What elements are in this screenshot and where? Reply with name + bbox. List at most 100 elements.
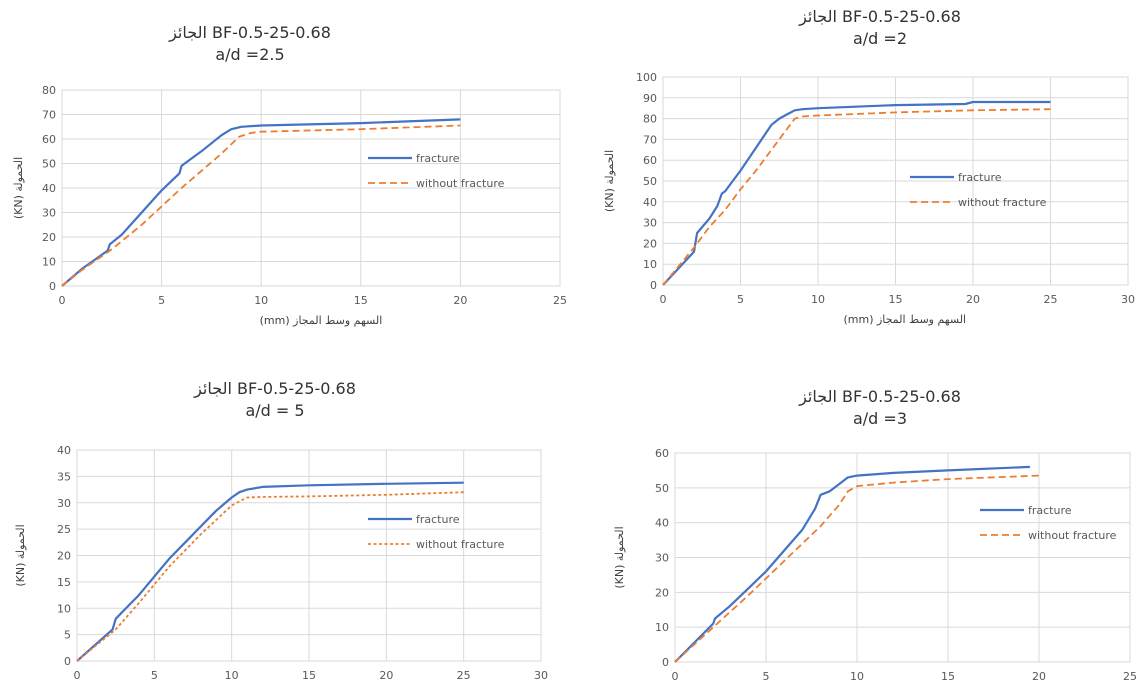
y-axis-label: الحمولة (KN) [12, 157, 25, 219]
y-tick-label: 60 [655, 447, 669, 460]
y-tick-label: 20 [655, 586, 669, 599]
chart-title-line: الجائز BF-0.5-25-0.68 [194, 379, 356, 398]
x-tick-label: 20 [966, 293, 980, 306]
x-tick-label: 5 [737, 293, 744, 306]
y-tick-label: 0 [64, 655, 71, 668]
x-tick-label: 0 [74, 669, 81, 682]
x-tick-label: 20 [1032, 670, 1046, 683]
series-line-fracture [76, 481, 464, 662]
y-tick-label: 60 [42, 133, 56, 146]
legend-label: fracture [958, 171, 1002, 184]
x-axis-label: السهم وسط المجاز (mm) [260, 314, 383, 327]
y-tick-label: 30 [655, 552, 669, 565]
x-tick-label: 10 [254, 294, 268, 307]
x-tick-label: 15 [889, 293, 903, 306]
y-tick-label: 10 [57, 602, 71, 615]
y-tick-label: 80 [643, 113, 657, 126]
y-axis-label: الحمولة (KN) [14, 524, 27, 586]
x-tick-label: 5 [158, 294, 165, 307]
y-axis-label: الحمولة (KN) [613, 526, 626, 588]
x-tick-label: 10 [850, 670, 864, 683]
x-tick-label: 15 [302, 669, 316, 682]
y-tick-label: 40 [57, 444, 71, 457]
chart-title-line: الجائز BF-0.5-25-0.68 [169, 23, 331, 42]
legend-label: without fracture [1028, 529, 1117, 542]
chart-title-ad-2: الجائز BF-0.5-25-0.68 a/d =2 [690, 6, 1070, 50]
y-tick-label: 50 [655, 482, 669, 495]
x-tick-label: 5 [151, 669, 158, 682]
y-tick-label: 70 [643, 133, 657, 146]
x-tick-label: 30 [534, 669, 548, 682]
series-line-fracture [674, 465, 1030, 663]
chart-title-ad-5: الجائز BF-0.5-25-0.68 a/d = 5 [85, 378, 465, 422]
series-line-without-fracture [674, 474, 1040, 663]
legend-label: fracture [1028, 504, 1072, 517]
y-tick-label: 20 [42, 231, 56, 244]
x-tick-label: 5 [763, 670, 770, 683]
y-tick-label: 40 [643, 196, 657, 209]
series-line-fracture [662, 100, 1051, 286]
x-tick-label: 25 [457, 669, 471, 682]
y-tick-label: 25 [57, 523, 71, 536]
y-tick-label: 20 [643, 237, 657, 250]
y-tick-label: 20 [57, 550, 71, 563]
legend-label: fracture [416, 152, 460, 165]
chart-ad-2.5: 0 10 20 30 40 50 60 70 80 0 5 10 15 20 25 السهم وسط الم… [12, 84, 567, 327]
x-tick-label: 20 [379, 669, 393, 682]
chart-subtitle-line: a/d = 5 [245, 401, 305, 420]
series-line-without-fracture [662, 108, 1051, 286]
chart-title-ad-2.5: الجائز BF-0.5-25-0.68 a/d =2.5 [60, 22, 440, 66]
y-tick-label: 40 [655, 517, 669, 530]
x-tick-label: 25 [553, 294, 567, 307]
y-tick-label: 10 [42, 256, 56, 269]
x-tick-label: 0 [660, 293, 667, 306]
y-tick-label: 40 [42, 182, 56, 195]
y-tick-label: 10 [643, 258, 657, 271]
chart-ad-2: 0 10 20 30 40 50 60 70 80 90 100 0 5 10 15 20 25 30 السهم … [603, 71, 1135, 326]
y-tick-label: 80 [42, 84, 56, 97]
y-tick-label: 0 [650, 279, 657, 292]
x-tick-label: 30 [1121, 293, 1135, 306]
legend-label: without fracture [958, 196, 1047, 209]
y-tick-label: 0 [49, 280, 56, 293]
y-tick-label: 30 [57, 497, 71, 510]
legend-label: without fracture [416, 177, 505, 190]
y-tick-label: 70 [42, 109, 56, 122]
y-tick-label: 5 [64, 629, 71, 642]
y-tick-label: 90 [643, 92, 657, 105]
chart-title-ad-3: الجائز BF-0.5-25-0.68 a/d =3 [690, 386, 1070, 430]
x-tick-label: 20 [453, 294, 467, 307]
y-tick-label: 50 [42, 158, 56, 171]
y-tick-label: 100 [636, 71, 657, 84]
x-tick-label: 0 [672, 670, 679, 683]
y-axis-label: الحمولة (KN) [603, 150, 616, 212]
x-tick-label: 10 [811, 293, 825, 306]
x-tick-label: 25 [1123, 670, 1137, 683]
x-axis-label: السهم وسط المجاز (mm) [843, 313, 966, 326]
y-tick-label: 35 [57, 470, 71, 483]
x-tick-label: 25 [1044, 293, 1058, 306]
chart-title-line: الجائز BF-0.5-25-0.68 [799, 7, 961, 26]
x-tick-label: 15 [354, 294, 368, 307]
y-tick-label: 10 [655, 621, 669, 634]
y-tick-label: 0 [662, 656, 669, 669]
legend-label: without fracture [416, 538, 505, 551]
chart-subtitle-line: a/d =3 [852, 409, 908, 428]
y-tick-label: 30 [42, 207, 56, 220]
y-tick-label: 50 [643, 175, 657, 188]
x-tick-label: 10 [225, 669, 239, 682]
x-tick-label: 0 [59, 294, 66, 307]
legend-label: fracture [416, 513, 460, 526]
series-line-fracture [61, 118, 461, 287]
chart-subtitle-line: a/d =2 [852, 29, 908, 48]
y-tick-label: 60 [643, 154, 657, 167]
series-line-without-fracture [76, 491, 464, 662]
chart-subtitle-line: a/d =2.5 [215, 45, 285, 64]
series-line-without-fracture [61, 124, 461, 287]
chart-ad-5: 0510152025303540051015202530السهم وسط ال… [14, 444, 548, 682]
x-tick-label: 15 [941, 670, 955, 683]
chart-title-line: الجائز BF-0.5-25-0.68 [799, 387, 961, 406]
y-tick-label: 30 [643, 217, 657, 230]
y-tick-label: 15 [57, 576, 71, 589]
